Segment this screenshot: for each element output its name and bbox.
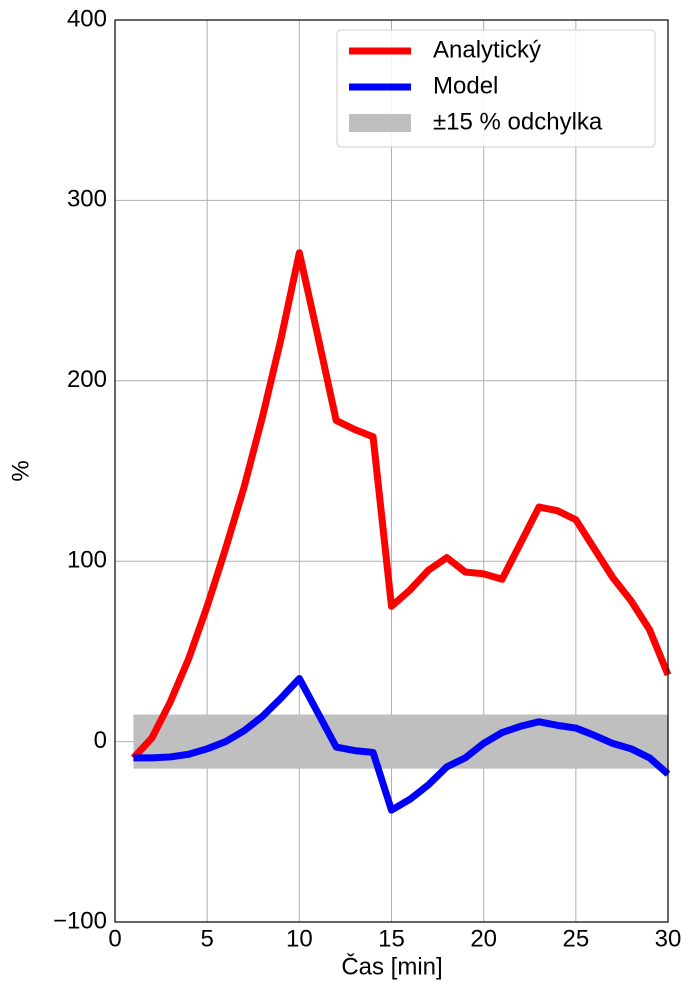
- legend-label: Model: [433, 72, 498, 99]
- x-tick-label: 10: [286, 925, 313, 952]
- legend-label: ±15 % odchylka: [433, 108, 603, 135]
- y-tick-label: 400: [67, 5, 107, 32]
- y-axis-title: %: [7, 460, 34, 481]
- y-tick-label: 0: [94, 727, 107, 754]
- series-line: [133, 674, 671, 814]
- x-tick-label: 15: [378, 925, 405, 952]
- x-tick-label: 30: [655, 925, 682, 952]
- x-tick-label: 25: [562, 925, 589, 952]
- x-axis-title: Čas [min]: [341, 952, 442, 980]
- plot-frame: [114, 19, 669, 923]
- y-tick-label: −100: [53, 907, 107, 934]
- y-tick-label: 100: [67, 547, 107, 574]
- legend-swatch: [349, 114, 411, 132]
- deviation-band: [133, 714, 668, 769]
- legend-label: Analytický: [433, 36, 541, 63]
- legend-box: [336, 29, 656, 148]
- y-tick-label: 200: [67, 366, 107, 393]
- x-tick-label: 5: [200, 925, 213, 952]
- x-tick-label: 0: [108, 925, 121, 952]
- x-tick-label: 20: [470, 925, 497, 952]
- y-tick-label: 300: [67, 186, 107, 213]
- series-line: [130, 249, 672, 761]
